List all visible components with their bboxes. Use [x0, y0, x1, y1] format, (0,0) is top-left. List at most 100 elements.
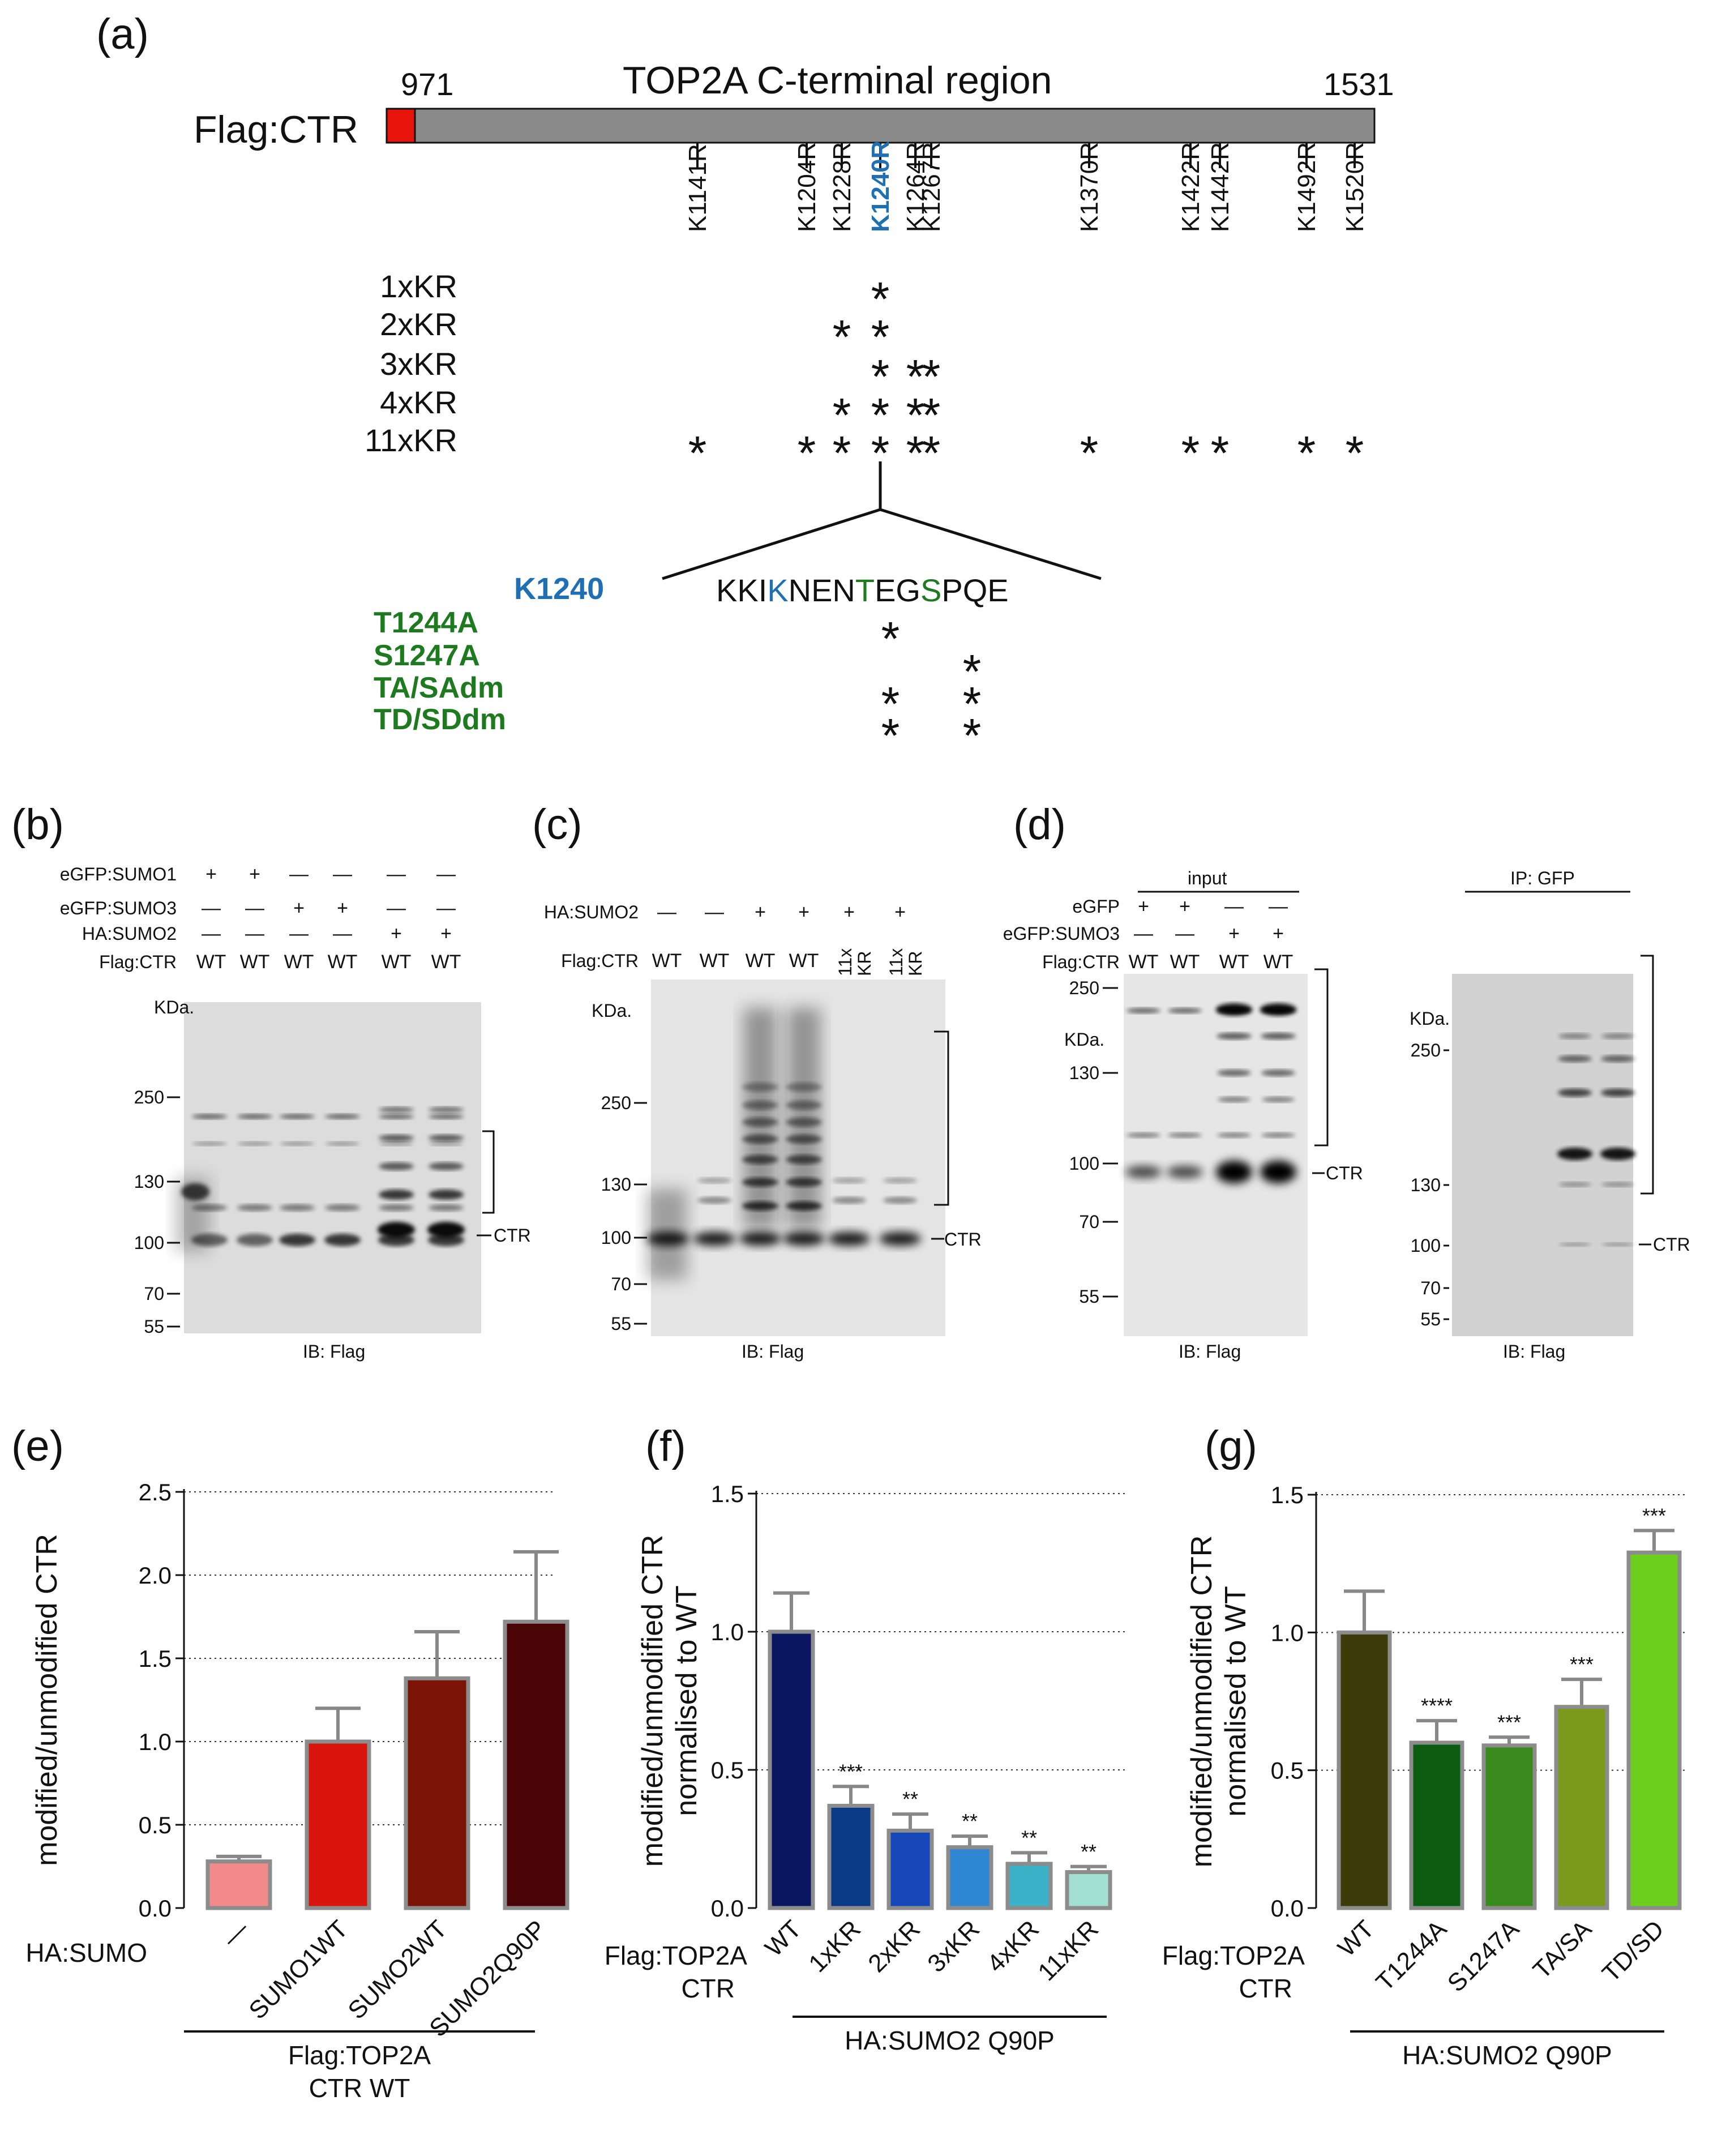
- band: [1125, 1166, 1162, 1178]
- band: [1601, 1055, 1635, 1062]
- band: [1559, 1243, 1591, 1246]
- lane-mark: —: [202, 923, 221, 944]
- zoom-sequence: KKIKNENTEGSPQE: [716, 572, 1009, 608]
- site-label: K1520R: [1341, 142, 1369, 232]
- y-tick-label: 2.5: [139, 1479, 172, 1505]
- panel-d-input-bracket: [1314, 968, 1329, 1147]
- band: [279, 1234, 315, 1246]
- band: [1217, 1033, 1252, 1040]
- row-label: Flag:TOP2A: [605, 1941, 748, 1970]
- significance-label: ***: [839, 1760, 863, 1783]
- lane-mark: —: [1134, 923, 1153, 944]
- site-label: K1141R: [684, 144, 712, 232]
- mw-marker-label: 250: [601, 1093, 631, 1113]
- panel-b-bands: [175, 1107, 465, 1251]
- lane-mark: WT: [382, 951, 412, 973]
- y-tick-label: 1.5: [711, 1481, 744, 1507]
- lane-mark: —: [1175, 923, 1194, 944]
- significance-label: **: [1021, 1826, 1037, 1849]
- mutation-star: *: [1346, 426, 1364, 480]
- band: [742, 1135, 778, 1144]
- band: [1261, 1033, 1296, 1040]
- panel-e: (e) 0.0 0.5 1.0 1.5 2.0 2.5 modified/unmodifie…: [11, 1422, 569, 2103]
- bar: [1626, 1550, 1682, 1910]
- band: [786, 1118, 822, 1127]
- lane-mark: —: [705, 901, 724, 923]
- row-label-2: CTR: [681, 1974, 735, 2003]
- panel-c-markers: 250 130 100 70 55: [601, 1093, 647, 1334]
- group-label-2: CTR WT: [309, 2073, 410, 2103]
- y-tick-label: 0.0: [711, 1895, 744, 1922]
- band: [1217, 1132, 1251, 1138]
- significance-label: ***: [1570, 1653, 1594, 1676]
- mw-marker-label: 100: [1411, 1235, 1441, 1256]
- mw-marker-label: 55: [611, 1314, 631, 1334]
- y-tick-label: 1.0: [711, 1619, 744, 1645]
- panel-c: (c) HA:SUMO2— — + + + +Flag:CTR WT WT WT WT 11xKR 1…: [532, 801, 982, 1362]
- band: [1601, 1033, 1634, 1039]
- band: [1216, 1161, 1252, 1183]
- band: [379, 1107, 414, 1113]
- panel-b-label: (b): [11, 801, 64, 849]
- band: [280, 1114, 315, 1119]
- panel-b-markers: 250 130 100 70 55: [134, 1087, 180, 1337]
- lane-mark: WT: [1219, 951, 1249, 973]
- lane-mark: —: [1269, 896, 1288, 917]
- y-tick-label: 1.0: [139, 1729, 172, 1755]
- band: [828, 1232, 870, 1246]
- lane-mark: +: [755, 901, 766, 923]
- bar: [1409, 1740, 1464, 1910]
- band: [379, 1141, 413, 1146]
- lane-mark-rotated: 11xKR: [886, 948, 926, 976]
- phospho-mutant-rows: T1244A *S1247A *TA/SAdm * *TD/SDdm * *: [374, 606, 981, 762]
- panel-d-lane-header: eGFP + + — — eGFP:SUMO3 — — + + Flag:CTR WT WT WT WT: [1003, 896, 1293, 973]
- mutation-star: *: [1297, 426, 1316, 480]
- band: [1602, 1243, 1634, 1246]
- panel-d-label: (d): [1013, 801, 1066, 849]
- band: [697, 1178, 731, 1183]
- bar: [886, 1828, 934, 1910]
- band: [783, 1232, 825, 1246]
- band: [1558, 1089, 1592, 1097]
- band: [742, 1155, 778, 1164]
- mw-marker-label: 70: [144, 1284, 164, 1304]
- bar: [1554, 1705, 1609, 1910]
- panel-b-bracket: [482, 1130, 495, 1214]
- row-label: Flag:TOP2A: [1162, 1941, 1305, 1970]
- mutation-star: *: [1080, 426, 1099, 480]
- phospho-mutant-label: T1244A: [374, 606, 478, 639]
- bar: [205, 1859, 272, 1910]
- panel-c-bands: [647, 1008, 921, 1280]
- mutant-label: 1xKR: [380, 268, 457, 304]
- mw-marker-label: 55: [1420, 1309, 1441, 1329]
- band: [1558, 1033, 1591, 1039]
- panel-g: (g) 0.0 0.5 1.0 1.5 modified/unmodified CTR n…: [1162, 1422, 1687, 2070]
- band: [1217, 1070, 1251, 1076]
- lane-mark-line: KR: [905, 951, 926, 976]
- band: [786, 1155, 822, 1164]
- phospho-mutant-label: TA/SAdm: [374, 671, 504, 704]
- panel-c-bracket: [934, 1030, 949, 1206]
- band: [1216, 1003, 1252, 1016]
- mw-marker-label: 55: [144, 1316, 164, 1337]
- lane-mark-line: 11x: [835, 948, 855, 976]
- band: [280, 1141, 314, 1146]
- lane-mark: WT: [652, 950, 682, 972]
- mw-marker-label: 250: [1411, 1040, 1441, 1060]
- panel-d-input-markers: 250 130 100 70 55: [1069, 978, 1118, 1307]
- lane-mark: WT: [431, 951, 461, 973]
- significance-label: **: [902, 1787, 918, 1811]
- end-residue: 1531: [1323, 66, 1394, 102]
- x-tick-label: WT: [1333, 1915, 1380, 1962]
- lane-mark: —: [245, 897, 264, 919]
- bar: [1065, 1870, 1112, 1910]
- mw-marker-label: 130: [1411, 1175, 1441, 1195]
- band: [1127, 1008, 1160, 1013]
- y-axis-label: modified/unmodified CTR: [1185, 1535, 1218, 1868]
- lane-mark: —: [436, 897, 456, 919]
- mutation-star: *: [798, 426, 816, 480]
- lane-row-label: Flag:CTR: [561, 951, 639, 971]
- band: [1260, 1161, 1296, 1183]
- lane-mark: —: [1224, 896, 1244, 917]
- site-label: K1240R: [867, 141, 894, 232]
